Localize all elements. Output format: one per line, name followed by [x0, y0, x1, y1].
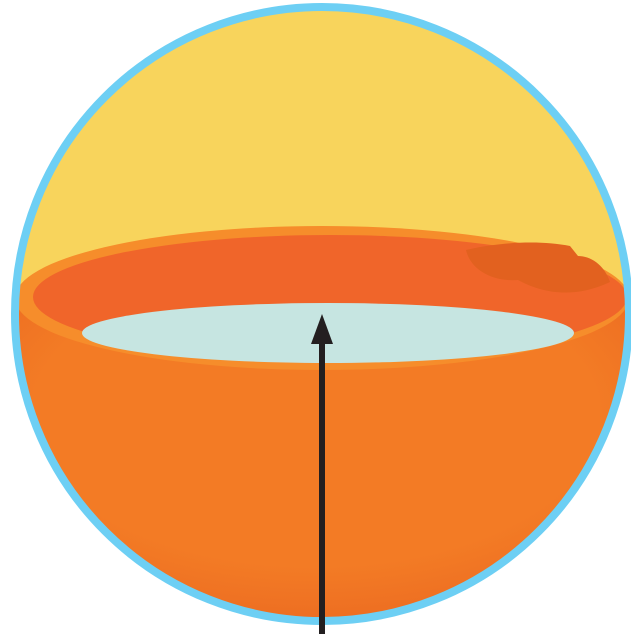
rim-shadow: [466, 242, 610, 293]
lower-bowl: [15, 298, 629, 621]
upward-arrow-head: [311, 314, 333, 344]
